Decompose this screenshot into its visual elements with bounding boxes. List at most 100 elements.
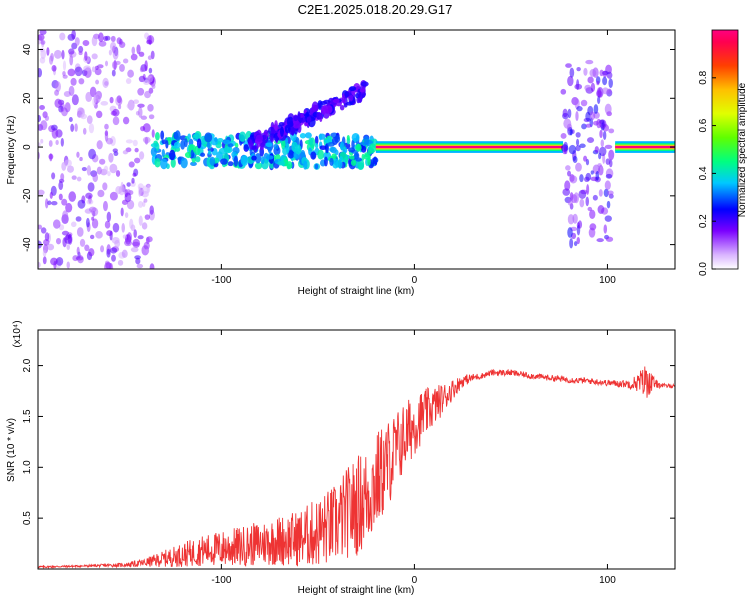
heatmap-cell — [560, 133, 567, 139]
heatmap-cell — [121, 249, 128, 258]
heatmap-cell — [363, 153, 371, 160]
heatmap-cell — [49, 191, 53, 199]
heatmap-cell — [145, 236, 150, 245]
heatmap-cell — [59, 32, 66, 41]
heatmap-cell — [588, 227, 596, 238]
heatmap-cell — [68, 191, 77, 202]
heatmap-cell — [592, 194, 598, 201]
heatmap-cell — [169, 149, 176, 161]
heatmap-cell — [150, 143, 159, 148]
heatmap-cell — [84, 244, 90, 252]
snr-x-tick-label: 0 — [412, 575, 418, 586]
heatmap-cell — [82, 127, 87, 135]
heatmap-cell — [576, 106, 583, 112]
heatmap-cell — [74, 37, 80, 46]
colorbar: 0.0 0.2 0.4 0.6 0.8 Normalized spectral ampl… — [698, 29, 748, 276]
heatmap-cell — [42, 249, 47, 257]
heatmap-cell — [598, 165, 604, 176]
heatmap-cell — [359, 88, 366, 93]
heatmap-cell — [96, 140, 103, 150]
heatmap-cell — [138, 75, 146, 83]
heatmap-cell — [147, 103, 154, 112]
heatmap-cell — [106, 230, 113, 237]
heatmap-cell — [55, 139, 59, 146]
heatmap-cell — [596, 80, 600, 86]
heatmap-cell — [119, 64, 125, 72]
heatmap-cell — [604, 215, 612, 222]
spectrogram-x-tick-label: 100 — [599, 275, 616, 286]
heatmap-cell — [79, 156, 83, 162]
heatmap-cell — [126, 103, 133, 109]
heatmap-cell — [76, 151, 80, 158]
heatmap-cell — [608, 78, 613, 89]
heatmap-cell — [190, 161, 197, 167]
heatmap-cell — [65, 202, 73, 213]
heatmap-cell — [565, 63, 572, 68]
heatmap-cell — [61, 198, 68, 206]
heatmap-cell — [115, 185, 122, 195]
heatmap-cell — [265, 142, 273, 148]
heatmap-cell — [608, 149, 615, 161]
heatmap-cell — [583, 155, 588, 162]
heatmap-cell — [140, 115, 148, 120]
heatmap-band-3-3 — [375, 145, 564, 149]
heatmap-cell — [85, 91, 92, 103]
heatmap-cell — [106, 137, 114, 145]
heatmap-cell — [567, 198, 574, 206]
heatmap-cell — [109, 191, 118, 201]
heatmap-cell — [277, 160, 286, 166]
heatmap-cell — [114, 239, 121, 248]
heatmap-cell — [78, 51, 83, 56]
heatmap-cell — [586, 137, 595, 144]
heatmap-cell — [139, 67, 144, 73]
heatmap-cell — [361, 153, 365, 161]
heatmap-cell — [575, 138, 580, 146]
heatmap-cell — [141, 222, 148, 230]
heatmap-cell — [137, 235, 144, 240]
heatmap-cell — [64, 102, 71, 113]
heatmap-cell — [40, 138, 44, 144]
heatmap-cell — [104, 60, 109, 67]
heatmap-cell — [68, 85, 75, 96]
heatmap-cell — [60, 137, 64, 147]
heatmap-cell — [234, 142, 239, 149]
heatmap-cell — [254, 153, 262, 164]
heatmap-cell — [64, 159, 72, 167]
heatmap-cell — [604, 180, 611, 190]
heatmap-cell — [146, 75, 153, 83]
heatmap-cell — [603, 188, 609, 198]
heatmap-cell — [578, 189, 587, 199]
heatmap-cell — [148, 114, 155, 120]
heatmap-cell — [122, 58, 129, 64]
heatmap-cell — [66, 244, 71, 251]
snr-frame — [37, 329, 676, 570]
heatmap-cell — [193, 132, 200, 140]
spectrogram-y-tick-label: 0 — [22, 144, 33, 150]
heatmap-cell — [161, 149, 166, 158]
heatmap-cell — [107, 170, 111, 177]
heatmap-cell — [38, 189, 45, 196]
heatmap-cell — [576, 67, 581, 72]
heatmap-cell — [111, 69, 116, 77]
heatmap-cell — [81, 166, 87, 172]
heatmap-cell — [312, 104, 317, 111]
heatmap-cell — [126, 199, 135, 210]
heatmap-cell — [122, 150, 129, 155]
heatmap-cell — [77, 255, 84, 264]
heatmap-cell — [206, 142, 211, 149]
heatmap-cell — [121, 223, 126, 233]
heatmap-cell — [341, 93, 346, 104]
spectrogram-frame — [37, 29, 676, 270]
heatmap-cell — [69, 54, 74, 66]
heatmap-cell — [70, 123, 75, 132]
heatmap-cell — [128, 161, 135, 168]
heatmap-cell — [579, 198, 585, 208]
heatmap-cell — [122, 234, 127, 239]
heatmap-cell — [597, 96, 601, 104]
heatmap-cell — [565, 165, 571, 171]
spectrogram-y-tick-label: -20 — [22, 188, 33, 203]
heatmap-cell — [76, 176, 82, 182]
heatmap-cell — [124, 239, 132, 247]
heatmap-cell — [84, 51, 88, 62]
heatmap-cell — [109, 41, 117, 51]
